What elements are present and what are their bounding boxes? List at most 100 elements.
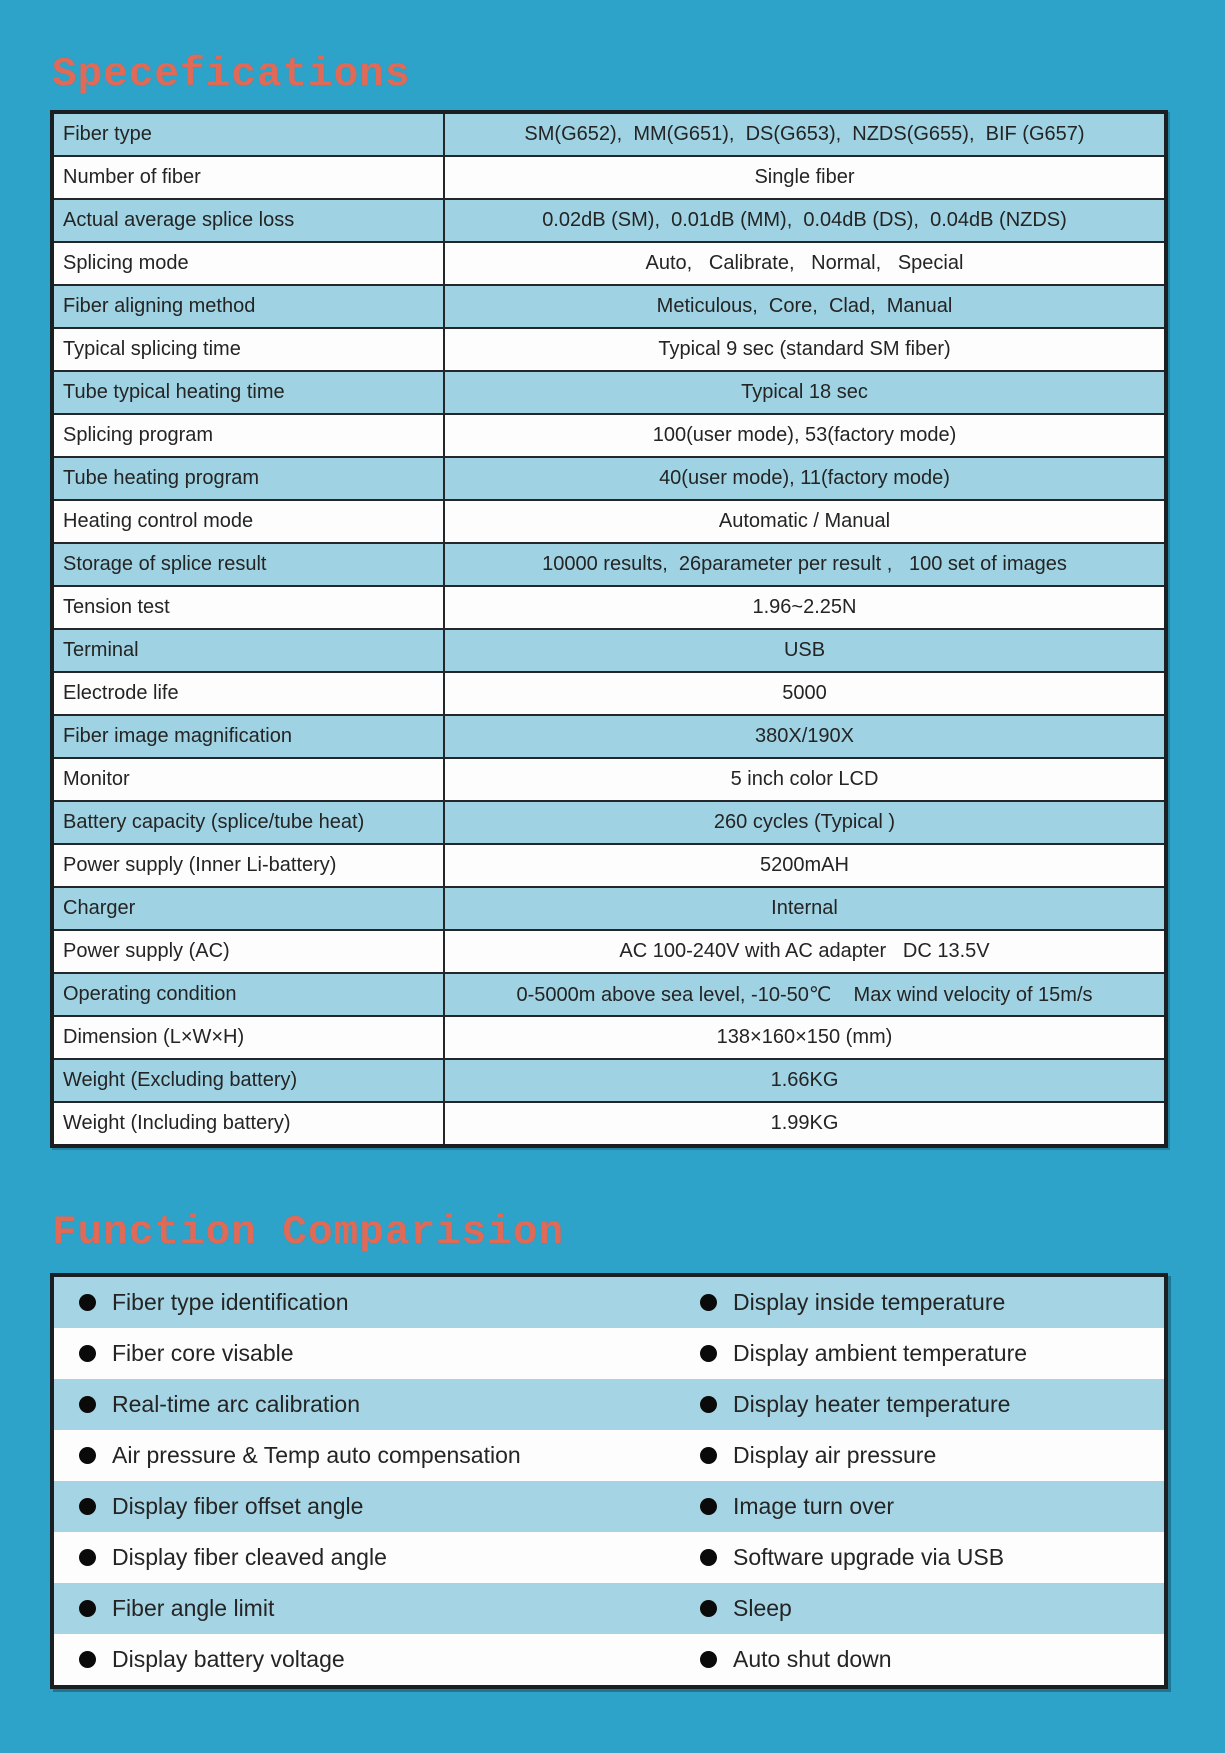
spec-label: Typical splicing time — [51, 327, 445, 372]
function-comparision-table: Fiber type identification Display inside … — [50, 1273, 1168, 1689]
function-item-label: Fiber angle limit — [112, 1595, 275, 1621]
function-item-cell: Auto shut down — [692, 1634, 1166, 1687]
spec-value: 5200mAH — [443, 843, 1167, 888]
table-row: Splicing mode Auto, Calibrate, Normal, Sp… — [51, 241, 1167, 286]
spec-value: USB — [443, 628, 1167, 673]
bullet-icon — [700, 1396, 717, 1413]
spec-value: 1.66KG — [443, 1058, 1167, 1103]
bullet-icon — [700, 1345, 717, 1362]
bullet-icon — [79, 1651, 96, 1668]
table-row: Storage of splice result 10000 results, 2… — [51, 542, 1167, 587]
table-row: Power supply (AC) AC 100-240V with AC ada… — [51, 929, 1167, 974]
table-row: Fiber image magnification 380X/190X — [51, 714, 1167, 759]
bullet-icon — [79, 1396, 96, 1413]
spec-value: 138×160×150 (mm) — [443, 1015, 1167, 1060]
function-item-label: Fiber type identification — [112, 1289, 349, 1315]
table-row: Fiber type identification Display inside … — [52, 1275, 1166, 1328]
function-item-cell: Real-time arc calibration — [52, 1379, 692, 1430]
spec-label: Weight (Excluding battery) — [51, 1058, 445, 1103]
function-item-cell: Display ambient temperature — [692, 1328, 1166, 1379]
function-comparision-section-title: Function Comparision — [52, 1210, 565, 1256]
spec-value: 5 inch color LCD — [443, 757, 1167, 802]
function-item-label: Real-time arc calibration — [112, 1391, 360, 1417]
spec-value: 100(user mode), 53(factory mode) — [443, 413, 1167, 458]
spec-value: Automatic / Manual — [443, 499, 1167, 544]
function-item-cell: Air pressure & Temp auto compensation — [52, 1430, 692, 1481]
bullet-icon — [700, 1498, 717, 1515]
table-row: Weight (Excluding battery) 1.66KG — [51, 1058, 1167, 1103]
spec-label: Battery capacity (splice/tube heat) — [51, 800, 445, 845]
function-item-cell: Display fiber cleaved angle — [52, 1532, 692, 1583]
spec-label: Tension test — [51, 585, 445, 630]
table-row: Monitor 5 inch color LCD — [51, 757, 1167, 802]
spec-label: Splicing mode — [51, 241, 445, 286]
function-item-cell: Fiber type identification — [52, 1275, 692, 1328]
bullet-icon — [79, 1549, 96, 1566]
spec-value: 380X/190X — [443, 714, 1167, 759]
table-row: Battery capacity (splice/tube heat) 260 c… — [51, 800, 1167, 845]
spec-value: 10000 results, 26parameter per result , … — [443, 542, 1167, 587]
table-row: Real-time arc calibration Display heater … — [52, 1379, 1166, 1430]
spec-label: Charger — [51, 886, 445, 931]
spec-label: Tube heating program — [51, 456, 445, 501]
spec-label: Power supply (AC) — [51, 929, 445, 974]
function-item-cell: Fiber angle limit — [52, 1583, 692, 1634]
spec-label: Fiber image magnification — [51, 714, 445, 759]
spec-label: Monitor — [51, 757, 445, 802]
spec-value: 260 cycles (Typical ) — [443, 800, 1167, 845]
spec-label: Terminal — [51, 628, 445, 673]
spec-value: Meticulous, Core, Clad, Manual — [443, 284, 1167, 329]
table-row: Actual average splice loss 0.02dB (SM), 0… — [51, 198, 1167, 243]
function-item-label: Software upgrade via USB — [733, 1544, 1005, 1570]
function-item-cell: Image turn over — [692, 1481, 1166, 1532]
spec-value: 40(user mode), 11(factory mode) — [443, 456, 1167, 501]
spec-label: Tube typical heating time — [51, 370, 445, 415]
table-row: Number of fiber Single fiber — [51, 155, 1167, 200]
spec-label: Power supply (Inner Li-battery) — [51, 843, 445, 888]
function-item-label: Display ambient temperature — [733, 1340, 1028, 1366]
table-row: Display battery voltage Auto shut down — [52, 1634, 1166, 1687]
bullet-icon — [700, 1294, 717, 1311]
table-row: Weight (Including battery) 1.99KG — [51, 1101, 1167, 1147]
table-row: Tension test 1.96~2.25N — [51, 585, 1167, 630]
table-row: Terminal USB — [51, 628, 1167, 673]
spec-label: Heating control mode — [51, 499, 445, 544]
bullet-icon — [79, 1345, 96, 1362]
table-row: Electrode life 5000 — [51, 671, 1167, 716]
spec-value: SM(G652), MM(G651), DS(G653), NZDS(G655)… — [443, 111, 1167, 157]
spec-value: 1.96~2.25N — [443, 585, 1167, 630]
function-item-label: Display heater temperature — [733, 1391, 1011, 1417]
spec-value: 0-5000m above sea level, -10-50℃ Max win… — [443, 972, 1167, 1017]
function-item-cell: Display air pressure — [692, 1430, 1166, 1481]
spec-value: Internal — [443, 886, 1167, 931]
function-item-label: Auto shut down — [733, 1646, 892, 1672]
spec-label: Fiber aligning method — [51, 284, 445, 329]
table-row: Typical splicing time Typical 9 sec (stan… — [51, 327, 1167, 372]
table-row: Charger Internal — [51, 886, 1167, 931]
spec-label: Operating condition — [51, 972, 445, 1017]
function-item-cell: Fiber core visable — [52, 1328, 692, 1379]
spec-value: 5000 — [443, 671, 1167, 716]
spec-label: Actual average splice loss — [51, 198, 445, 243]
spec-value: Auto, Calibrate, Normal, Special — [443, 241, 1167, 286]
table-row: Display fiber offset angle Image turn ove… — [52, 1481, 1166, 1532]
table-row: Dimension (L×W×H) 138×160×150 (mm) — [51, 1015, 1167, 1060]
table-row: Tube heating program 40(user mode), 11(fa… — [51, 456, 1167, 501]
table-row: Splicing program 100(user mode), 53(facto… — [51, 413, 1167, 458]
spec-value: Typical 9 sec (standard SM fiber) — [443, 327, 1167, 372]
function-item-label: Display fiber offset angle — [112, 1493, 364, 1519]
function-item-label: Air pressure & Temp auto compensation — [112, 1442, 521, 1468]
function-item-cell: Display heater temperature — [692, 1379, 1166, 1430]
table-row: Tube typical heating time Typical 18 sec — [51, 370, 1167, 415]
table-row: Heating control mode Automatic / Manual — [51, 499, 1167, 544]
spec-value: Single fiber — [443, 155, 1167, 200]
bullet-icon — [79, 1294, 96, 1311]
function-item-label: Display battery voltage — [112, 1646, 345, 1672]
function-item-cell: Display fiber offset angle — [52, 1481, 692, 1532]
spec-label: Splicing program — [51, 413, 445, 458]
table-row: Fiber core visable Display ambient temper… — [52, 1328, 1166, 1379]
table-row: Fiber type SM(G652), MM(G651), DS(G653), … — [51, 111, 1167, 157]
function-item-label: Display air pressure — [733, 1442, 937, 1468]
table-row: Display fiber cleaved angle Software upgr… — [52, 1532, 1166, 1583]
bullet-icon — [79, 1600, 96, 1617]
